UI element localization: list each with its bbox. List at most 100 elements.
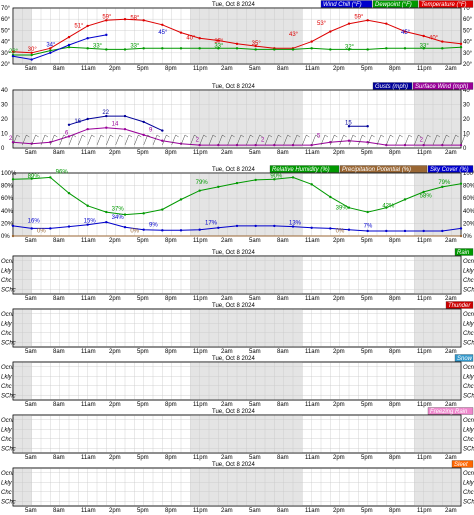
wind-barb xyxy=(72,134,77,138)
wind-barb xyxy=(208,134,214,146)
y-tick-right: 40° xyxy=(463,40,473,46)
wind-barb xyxy=(171,134,176,146)
series-point xyxy=(123,18,127,21)
x-tick-label: 2pm xyxy=(109,296,121,302)
x-tick-label: 2am xyxy=(445,150,457,156)
series-point xyxy=(161,23,164,26)
wind-barb xyxy=(16,134,21,138)
data-label: 9 xyxy=(149,128,153,134)
x-tick-label: 5am xyxy=(249,150,261,156)
series-point xyxy=(217,39,220,42)
y-tick-left: Chc xyxy=(1,384,12,390)
x-tick-label: 2am xyxy=(221,296,233,302)
y-tick-left: 60% xyxy=(1,196,14,202)
data-label: 17% xyxy=(205,221,218,227)
series-point xyxy=(291,176,295,179)
wind-barb xyxy=(274,134,279,146)
night-shade xyxy=(414,362,461,400)
night-shade xyxy=(414,415,461,453)
y-tick-right: 40 xyxy=(463,88,470,94)
x-tick-label: 2pm xyxy=(333,455,345,461)
series-point xyxy=(329,195,332,199)
series-point xyxy=(422,143,425,147)
series-point xyxy=(67,43,71,47)
wind-barb xyxy=(199,134,204,146)
date-header: Tue, Oct 8 2024 xyxy=(212,2,255,8)
x-tick-label: 5am xyxy=(25,150,37,156)
y-tick-left: Chc xyxy=(1,331,12,337)
wind-barb xyxy=(436,134,441,138)
legend-swatch xyxy=(339,165,428,173)
wind-barb xyxy=(124,134,130,146)
x-tick-label: 5am xyxy=(25,349,37,355)
wind-barb xyxy=(343,134,347,138)
legend-swatch xyxy=(454,248,474,256)
x-tick-label: 2am xyxy=(221,66,233,72)
x-tick-label: 8am xyxy=(53,66,65,72)
x-tick-label: 11pm xyxy=(417,455,432,461)
data-label: 40° xyxy=(186,36,196,42)
series-point xyxy=(366,19,369,22)
series-point xyxy=(142,19,145,22)
x-tick-label: 8am xyxy=(277,402,289,408)
wind-barb xyxy=(156,134,161,138)
legend-swatch xyxy=(427,165,474,173)
x-tick-label: 11am xyxy=(81,402,96,408)
series-point xyxy=(123,225,127,229)
series-point xyxy=(254,143,257,147)
series-point xyxy=(105,114,108,118)
y-tick-left: SChc xyxy=(1,287,16,293)
data-label: 96% xyxy=(56,170,69,176)
x-tick-label: 5am xyxy=(249,508,261,514)
wind-barb xyxy=(184,134,189,138)
x-tick-label: 11pm xyxy=(417,349,432,355)
series-point xyxy=(441,185,444,189)
series-point xyxy=(49,176,52,179)
wind-barb xyxy=(96,134,102,146)
y-tick-right: 10 xyxy=(463,132,470,138)
y-tick-left: Ocnl xyxy=(1,365,14,371)
series-point xyxy=(235,181,239,185)
wind-barb xyxy=(399,134,403,138)
date-header: Tue, Oct 8 2024 xyxy=(212,303,255,309)
y-tick-right: Ocnl xyxy=(463,312,474,318)
night-shade xyxy=(414,468,461,506)
y-tick-left: 0 xyxy=(1,146,5,152)
wind-barb xyxy=(395,134,400,146)
wind-barb xyxy=(166,134,170,138)
x-tick-label: 8am xyxy=(277,508,289,514)
x-tick-label: 8pm xyxy=(165,349,177,355)
data-label: 33° xyxy=(130,43,140,49)
wind-barb xyxy=(212,134,217,138)
series-point xyxy=(198,189,201,192)
y-tick-right: SChc xyxy=(463,446,474,452)
wind-barb xyxy=(287,134,291,138)
wind-barb xyxy=(134,134,139,146)
x-tick-label: 8pm xyxy=(389,150,401,156)
wind-barb xyxy=(376,134,382,146)
wind-barb xyxy=(367,134,372,146)
series-point xyxy=(235,42,239,46)
y-tick-right: Chc xyxy=(463,331,474,337)
wind-barb xyxy=(451,134,456,146)
data-label: 2 xyxy=(261,138,265,144)
y-tick-right: 30 xyxy=(463,103,470,109)
series-point xyxy=(310,143,313,147)
y-tick-right: 80% xyxy=(463,184,474,190)
wind-barb xyxy=(22,134,27,146)
y-tick-right: 20% xyxy=(463,221,474,227)
x-tick-label: 8am xyxy=(277,150,289,156)
x-tick-label: 2pm xyxy=(109,150,121,156)
y-tick-left: 30° xyxy=(1,51,11,57)
data-label: 59° xyxy=(102,14,112,20)
x-tick-label: 2am xyxy=(445,296,457,302)
series-point xyxy=(161,229,164,232)
x-tick-label: 5pm xyxy=(137,66,149,72)
series-point xyxy=(441,47,444,50)
series-point xyxy=(161,47,164,50)
x-tick-label: 8pm xyxy=(165,238,177,244)
x-tick-label: 11pm xyxy=(193,296,208,302)
y-tick-right: 100% xyxy=(463,171,474,177)
x-tick-label: 5pm xyxy=(137,455,149,461)
